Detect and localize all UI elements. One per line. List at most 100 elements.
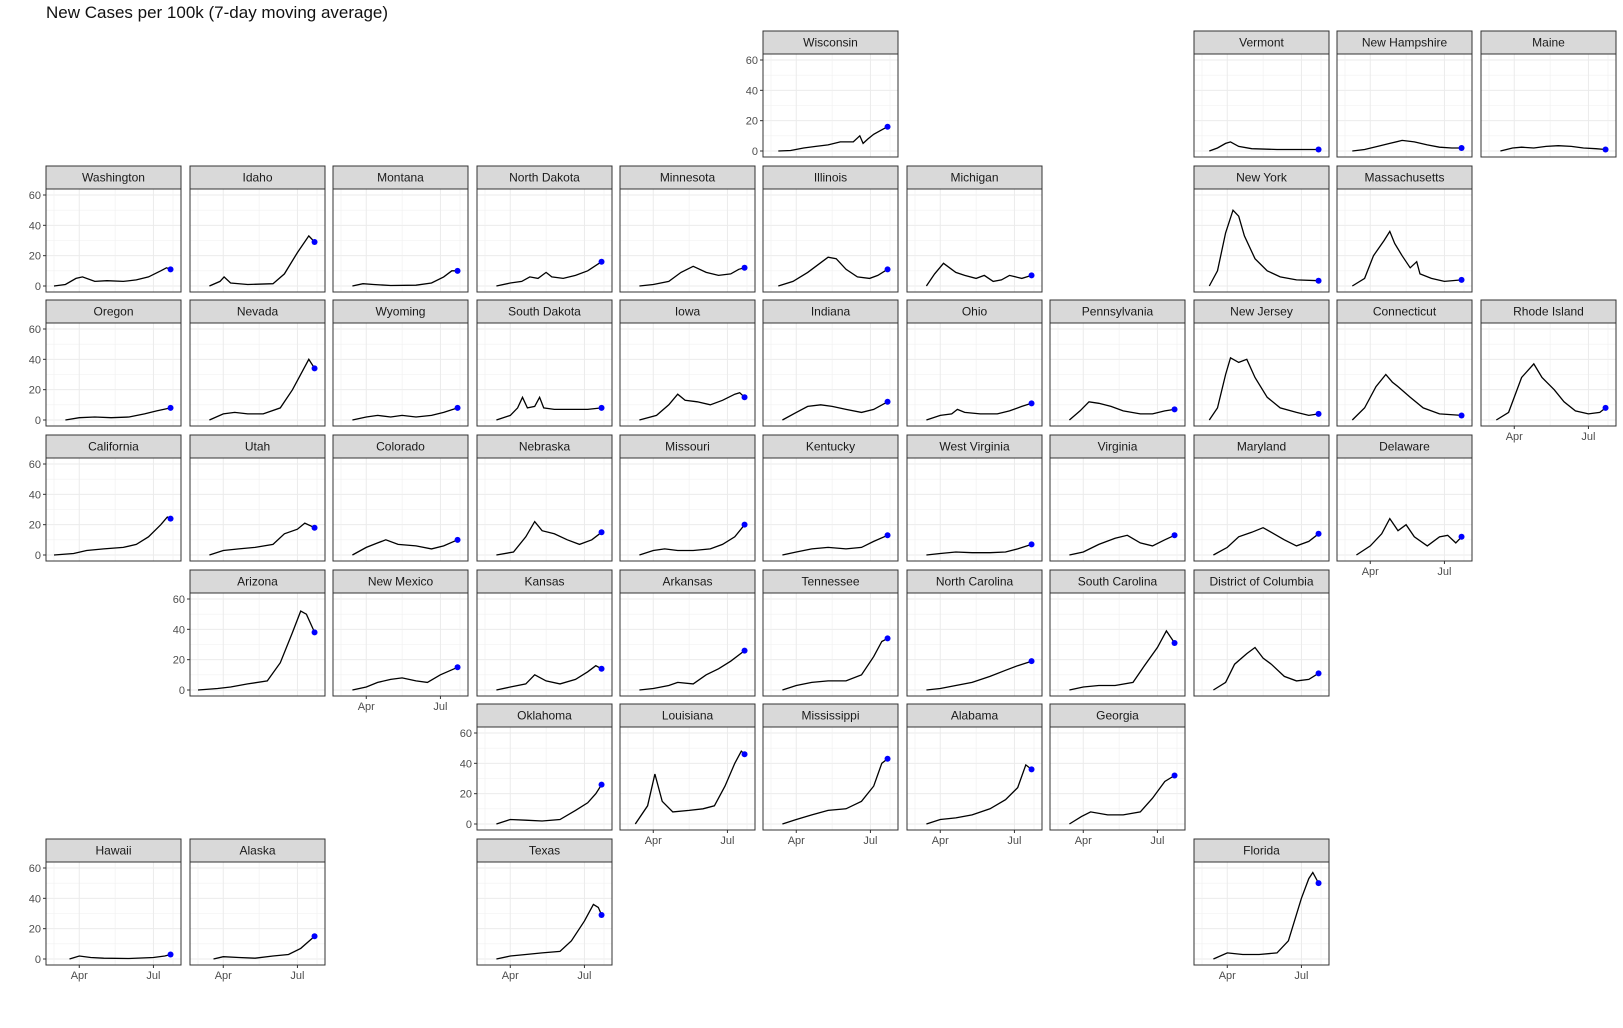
panel-border xyxy=(45,457,182,562)
facet-label: Texas xyxy=(529,844,560,858)
series-line xyxy=(197,610,316,691)
y-tick-label: 20 xyxy=(460,789,472,801)
facet-label: Pennsylvania xyxy=(1082,305,1154,319)
latest-value-point xyxy=(598,781,605,788)
y-tick-label: 20 xyxy=(29,251,41,263)
latest-value-point xyxy=(1315,410,1322,417)
x-tick-label: Apr xyxy=(1362,566,1379,578)
latest-value-point xyxy=(884,123,891,130)
panel: California 0 20 40 60 xyxy=(29,434,182,562)
x-tick-label: Apr xyxy=(1075,835,1092,847)
latest-value-point xyxy=(1315,880,1322,887)
panel: Washington 0 20 40 60 xyxy=(29,165,182,293)
series-line xyxy=(352,407,458,421)
series-line xyxy=(209,522,315,556)
panel: Maryland xyxy=(1193,434,1330,562)
x-tick-label: Apr xyxy=(1219,970,1236,982)
panel-border xyxy=(1480,53,1617,158)
panel-border xyxy=(1049,592,1186,697)
x-tick-label: Jul xyxy=(1150,835,1164,847)
facet-label: Kansas xyxy=(524,575,564,589)
y-tick-label: 20 xyxy=(29,385,41,397)
panel: Texas Apr Jul xyxy=(476,838,613,982)
series-line xyxy=(782,401,888,421)
panel-border xyxy=(476,592,613,697)
panel-border xyxy=(45,322,182,427)
panel-border xyxy=(1193,53,1330,158)
latest-value-point xyxy=(1602,146,1609,153)
facet-label: New Jersey xyxy=(1230,305,1293,319)
facet-label: North Carolina xyxy=(936,575,1014,589)
panel: Minnesota xyxy=(619,165,756,293)
latest-value-point xyxy=(1028,658,1035,665)
panel-border xyxy=(332,188,469,293)
facet-label: Connecticut xyxy=(1373,305,1437,319)
panel-border xyxy=(906,322,1043,427)
y-tick-label: 20 xyxy=(746,116,758,128)
panel-border xyxy=(619,457,756,562)
series-line xyxy=(925,262,1032,287)
panel-border xyxy=(906,457,1043,562)
y-tick-label: 40 xyxy=(29,220,41,232)
facet-label: New Mexico xyxy=(368,575,434,589)
facet-label: Missouri xyxy=(665,440,710,454)
y-tick-label: 0 xyxy=(752,146,758,158)
panel-border xyxy=(762,457,899,562)
y-tick-label: 0 xyxy=(35,281,41,293)
facet-label: Virginia xyxy=(1098,440,1138,454)
facet-label: South Carolina xyxy=(1078,575,1158,589)
y-tick-label: 40 xyxy=(29,893,41,905)
series-line xyxy=(1213,526,1319,556)
panel-border xyxy=(762,592,899,697)
x-tick-label: Jul xyxy=(577,970,591,982)
y-tick-label: 60 xyxy=(173,594,185,606)
y-tick-label: 0 xyxy=(35,954,41,966)
series-line xyxy=(209,358,316,421)
facet-label: North Dakota xyxy=(509,171,580,185)
panel-border xyxy=(762,726,899,831)
panel: Wisconsin 0 20 40 60 xyxy=(746,30,899,158)
latest-value-point xyxy=(454,536,461,543)
facet-label: Georgia xyxy=(1096,709,1139,723)
panel-border xyxy=(189,861,326,966)
facet-label: Utah xyxy=(245,440,270,454)
latest-value-point xyxy=(167,266,174,273)
y-tick-label: 20 xyxy=(29,924,41,936)
series-line xyxy=(1351,229,1462,287)
panel-border xyxy=(762,322,899,427)
x-tick-label: Apr xyxy=(502,970,519,982)
latest-value-point xyxy=(454,664,461,671)
facet-label: New York xyxy=(1236,171,1288,185)
facet-label: Montana xyxy=(377,171,424,185)
panel: Delaware Apr Jul xyxy=(1336,434,1473,578)
latest-value-point xyxy=(454,267,461,274)
series-line xyxy=(634,750,746,825)
panel-border xyxy=(332,592,469,697)
y-tick-label: 0 xyxy=(179,685,185,697)
x-tick-label: Jul xyxy=(863,835,877,847)
latest-value-point xyxy=(884,635,891,642)
latest-value-point xyxy=(311,239,318,246)
series-line xyxy=(1068,401,1175,421)
latest-value-point xyxy=(167,951,174,958)
panel: South Carolina xyxy=(1049,569,1186,697)
panel: Massachusetts xyxy=(1336,165,1473,293)
facet-label: Hawaii xyxy=(95,844,131,858)
y-tick-label: 60 xyxy=(29,863,41,875)
panel: Alabama Apr Jul xyxy=(906,703,1043,847)
panel-border xyxy=(619,188,756,293)
facet-label: Maine xyxy=(1532,36,1565,50)
y-tick-label: 40 xyxy=(746,85,758,97)
facet-label: Washington xyxy=(82,171,145,185)
facet-label: Ohio xyxy=(962,305,988,319)
facet-label: Kentucky xyxy=(806,440,855,454)
panel-border xyxy=(45,861,182,966)
panel: Hawaii 0 20 40 60 Apr Jul xyxy=(29,838,182,982)
panel: Colorado xyxy=(332,434,469,562)
series-line xyxy=(1208,208,1319,287)
y-tick-label: 60 xyxy=(29,190,41,202)
series-line xyxy=(65,407,171,421)
y-tick-label: 0 xyxy=(35,550,41,562)
panel: Michigan xyxy=(906,165,1043,293)
series-line xyxy=(639,265,745,287)
